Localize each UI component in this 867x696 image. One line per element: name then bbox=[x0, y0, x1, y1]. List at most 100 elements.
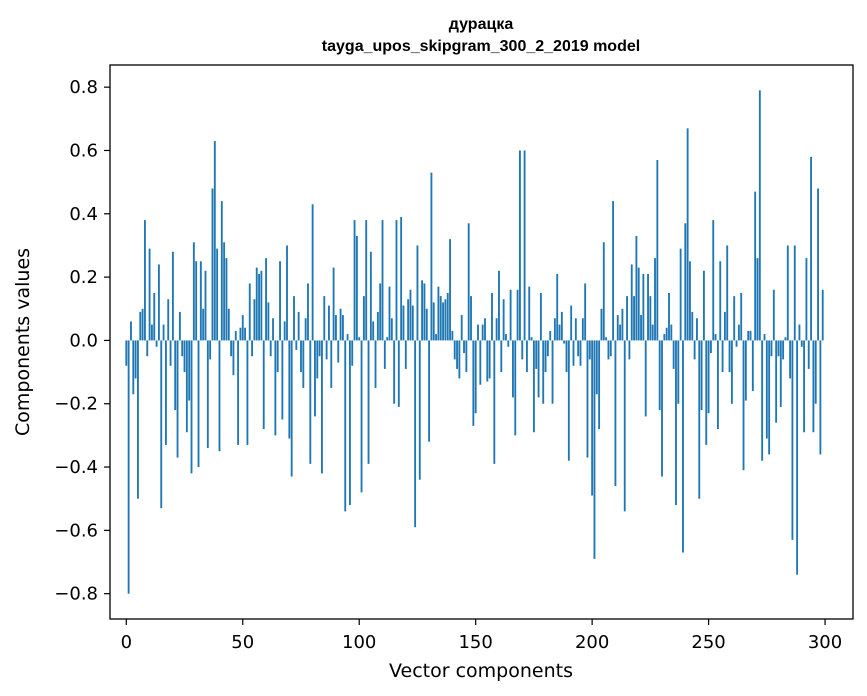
bar bbox=[176, 340, 179, 458]
bar bbox=[612, 201, 615, 341]
bar bbox=[192, 242, 195, 341]
bar bbox=[586, 340, 589, 458]
bar bbox=[416, 245, 419, 341]
bar bbox=[749, 330, 752, 341]
bar bbox=[560, 311, 563, 341]
bar bbox=[609, 340, 612, 357]
bar bbox=[693, 340, 696, 360]
plot-frame bbox=[109, 64, 854, 620]
bar bbox=[330, 340, 333, 388]
bar bbox=[658, 340, 661, 411]
bar bbox=[549, 330, 552, 341]
bar bbox=[446, 292, 449, 341]
bar bbox=[307, 283, 309, 341]
bar bbox=[507, 340, 510, 347]
bar bbox=[705, 340, 708, 445]
bar bbox=[335, 315, 337, 341]
bar bbox=[213, 140, 216, 341]
bar bbox=[651, 324, 654, 341]
bar bbox=[535, 340, 538, 369]
bar bbox=[279, 261, 281, 341]
bar bbox=[197, 340, 200, 468]
bar bbox=[779, 340, 782, 407]
bar bbox=[682, 340, 684, 553]
bar bbox=[572, 340, 575, 366]
bar bbox=[255, 267, 258, 341]
bar bbox=[220, 201, 223, 341]
bar bbox=[281, 340, 284, 420]
bar bbox=[817, 188, 819, 341]
bar bbox=[761, 340, 764, 461]
bar bbox=[195, 261, 198, 341]
bar bbox=[756, 258, 759, 341]
bar bbox=[479, 340, 482, 385]
bar bbox=[432, 302, 435, 341]
y-tick-label: 0.2 bbox=[69, 267, 98, 288]
bar bbox=[348, 340, 351, 506]
bar bbox=[290, 340, 293, 477]
bar bbox=[444, 299, 447, 341]
bar bbox=[805, 258, 808, 341]
bar bbox=[286, 245, 288, 341]
bar bbox=[474, 340, 477, 414]
bar bbox=[321, 340, 323, 474]
bar bbox=[637, 267, 640, 341]
bar bbox=[726, 245, 729, 341]
bar bbox=[730, 340, 733, 404]
bar bbox=[621, 308, 624, 341]
bar bbox=[395, 220, 398, 341]
bar bbox=[397, 340, 400, 407]
bar bbox=[495, 318, 498, 341]
bar bbox=[337, 340, 340, 363]
bar bbox=[696, 318, 698, 341]
bar bbox=[640, 315, 642, 341]
bar bbox=[614, 340, 617, 487]
bar bbox=[185, 340, 188, 433]
bar bbox=[351, 340, 354, 366]
bar bbox=[437, 286, 440, 341]
bar bbox=[656, 159, 659, 341]
bar bbox=[339, 308, 342, 341]
bar bbox=[130, 321, 132, 341]
bar bbox=[635, 235, 638, 341]
bar bbox=[763, 334, 766, 341]
bar bbox=[169, 340, 172, 366]
y-tick-label: 0.0 bbox=[69, 330, 98, 351]
bar bbox=[367, 340, 370, 464]
bar bbox=[132, 340, 135, 395]
bar bbox=[355, 235, 358, 341]
bar bbox=[744, 340, 747, 401]
bar bbox=[146, 340, 149, 357]
bar bbox=[661, 340, 663, 477]
bar bbox=[365, 220, 368, 341]
bar bbox=[768, 340, 771, 455]
bar bbox=[539, 292, 542, 341]
bar bbox=[544, 340, 547, 373]
bar bbox=[523, 150, 526, 341]
bar bbox=[232, 340, 235, 376]
bar bbox=[127, 340, 130, 594]
bar bbox=[125, 340, 128, 366]
bar bbox=[751, 340, 754, 392]
bar bbox=[509, 289, 512, 341]
bar bbox=[709, 340, 712, 354]
bar bbox=[630, 264, 633, 341]
bar bbox=[737, 324, 740, 341]
bar bbox=[677, 340, 680, 404]
bar bbox=[477, 324, 479, 341]
bar bbox=[733, 296, 736, 341]
bar bbox=[793, 245, 796, 341]
bar bbox=[498, 270, 500, 341]
bar bbox=[777, 340, 780, 357]
bar bbox=[409, 289, 412, 341]
bar bbox=[283, 321, 286, 341]
bar bbox=[274, 340, 277, 436]
bar bbox=[519, 150, 521, 341]
bar bbox=[675, 340, 677, 506]
bar bbox=[293, 296, 295, 341]
bar bbox=[372, 321, 375, 341]
bar bbox=[728, 340, 731, 373]
bar bbox=[139, 311, 142, 341]
bar bbox=[626, 296, 628, 341]
bar bbox=[295, 340, 298, 350]
